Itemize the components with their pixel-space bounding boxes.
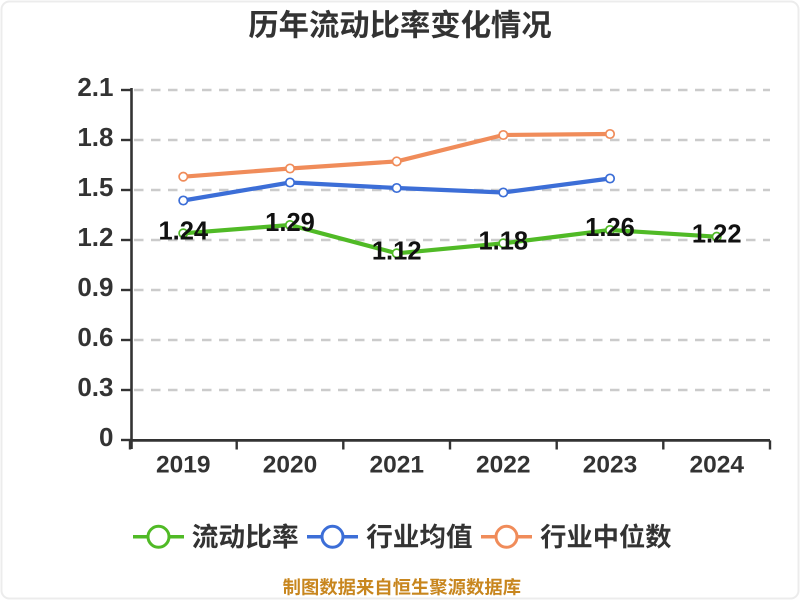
svg-text:1.22: 1.22 [692, 221, 742, 249]
svg-text:1.5: 1.5 [77, 172, 113, 202]
svg-text:1.12: 1.12 [372, 237, 422, 265]
svg-text:2021: 2021 [369, 452, 424, 479]
svg-text:2023: 2023 [583, 452, 638, 479]
svg-text:1.24: 1.24 [158, 217, 208, 245]
svg-text:1.2: 1.2 [77, 222, 113, 252]
svg-text:0.9: 0.9 [77, 272, 113, 302]
svg-text:1.26: 1.26 [585, 214, 635, 242]
svg-text:1.8: 1.8 [77, 122, 113, 152]
svg-text:1.18: 1.18 [478, 227, 528, 255]
svg-text:2019: 2019 [156, 452, 211, 479]
svg-text:2022: 2022 [476, 452, 531, 479]
svg-text:2020: 2020 [263, 452, 318, 479]
svg-text:1.29: 1.29 [265, 209, 315, 237]
svg-text:2.1: 2.1 [77, 72, 113, 102]
svg-text:2024: 2024 [689, 452, 744, 479]
svg-text:0.6: 0.6 [77, 322, 113, 352]
svg-text:0: 0 [99, 422, 113, 452]
svg-text:0.3: 0.3 [77, 372, 113, 402]
